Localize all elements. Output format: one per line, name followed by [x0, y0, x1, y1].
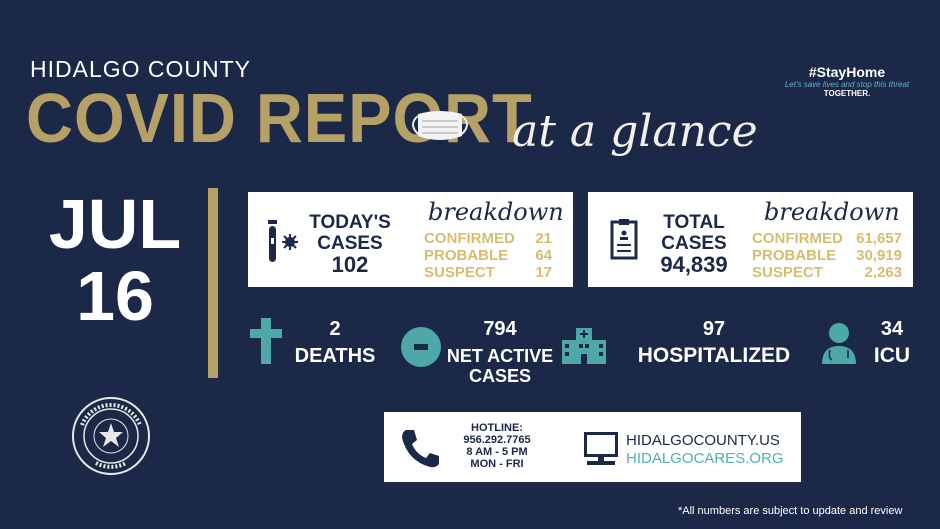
stayhome-tagline: Let's save lives and stop this threat: [784, 80, 910, 89]
active-label-2: CASES: [468, 366, 531, 386]
website-link[interactable]: HIDALGOCOUNTY.US: [626, 432, 780, 449]
cross-icon: [250, 318, 282, 364]
phone-icon: [402, 430, 439, 468]
todays-title-2: CASES: [317, 233, 383, 254]
row-value: 61,657: [856, 230, 902, 247]
breakdown-label: breakdown: [764, 198, 900, 226]
website-link-2[interactable]: HIDALGOCARES.ORG: [626, 450, 784, 467]
test-tube-virus-icon: [268, 220, 298, 262]
minus-circle-icon: [401, 327, 441, 367]
row-label: SUSPECT: [752, 264, 823, 281]
hotline-label: HOTLINE:: [471, 422, 523, 434]
breakdown-row: PROBABLE 64: [424, 247, 552, 264]
row-label: SUSPECT: [424, 264, 495, 281]
hotline-hours: 8 AM - 5 PM: [466, 446, 528, 458]
doctor-icon: [822, 323, 856, 364]
todays-cases-card: TODAY'S CASES 102 breakdown CONFIRMED 21 …: [248, 192, 573, 287]
row-value: 64: [535, 247, 552, 264]
row-value: 21: [535, 230, 552, 247]
row-label: CONFIRMED: [752, 230, 843, 247]
date-day: 16: [76, 257, 154, 335]
hotline-days: MON - FRI: [470, 458, 524, 470]
date-month: JUL: [48, 185, 182, 263]
breakdown-row: CONFIRMED 21: [424, 230, 552, 247]
active-label: NET ACTIVE: [446, 346, 554, 366]
row-label: PROBABLE: [424, 247, 509, 264]
stayhome-hashtag: #StayHome: [808, 64, 886, 80]
row-value: 30,919: [856, 247, 902, 264]
row-label: CONFIRMED: [424, 230, 515, 247]
clipboard-icon: [610, 219, 638, 260]
total-cases: 94,839: [660, 252, 728, 277]
active-value: 794: [483, 318, 517, 340]
websites: HIDALGOCOUNTY.US HIDALGOCARES.ORG: [626, 432, 784, 468]
report-subtitle: at a glance: [512, 106, 758, 157]
total-title-1: TOTAL: [663, 212, 725, 233]
icu-label: ICU: [873, 344, 911, 367]
icu-stat: 34 ICU: [864, 318, 920, 367]
face-mask-icon: [412, 111, 468, 140]
contact-card: HOTLINE: 956.292.7765 8 AM - 5 PM MON - …: [384, 412, 801, 482]
county-name: HIDALGO COUNTY: [30, 56, 252, 82]
hospital-icon: [562, 328, 606, 364]
hotline-phone[interactable]: 956.292.7765: [463, 434, 531, 446]
breakdown-row: CONFIRMED 61,657: [752, 230, 902, 247]
breakdown-row: PROBABLE 30,919: [752, 247, 902, 264]
icu-value: 34: [880, 318, 904, 340]
divider: [208, 188, 218, 378]
row-label: PROBABLE: [752, 247, 837, 264]
deaths-label: DEATHS: [294, 345, 376, 367]
report-date: JUL 16: [40, 188, 190, 332]
footnote: *All numbers are subject to update and r…: [678, 505, 903, 517]
todays-total: 102: [331, 252, 369, 277]
hotline-info: HOTLINE: 956.292.7765 8 AM - 5 PM MON - …: [442, 422, 552, 470]
breakdown-row: SUSPECT 17: [424, 264, 552, 281]
stayhome-together: TOGETHER.: [823, 89, 871, 98]
computer-icon: [584, 432, 618, 465]
todays-title-1: TODAY'S: [309, 212, 391, 233]
deaths-stat: 2 DEATHS: [290, 318, 380, 367]
stayhome-badge: #StayHome Let's save lives and stop this…: [772, 64, 922, 98]
hospitalized-value: 97: [702, 318, 726, 340]
row-value: 2,263: [864, 264, 902, 281]
active-cases-stat: 794 NET ACTIVE CASES: [440, 318, 560, 385]
hospitalized-label: HOSPITALIZED: [637, 344, 791, 367]
total-cases-card: TOTAL CASES 94,839 breakdown CONFIRMED 61…: [588, 192, 913, 287]
total-title-2: CASES: [661, 233, 727, 254]
breakdown-row: SUSPECT 2,263: [752, 264, 902, 281]
breakdown-label: breakdown: [428, 198, 564, 226]
hospitalized-stat: 97 HOSPITALIZED: [624, 318, 804, 367]
county-seal-logo: [72, 397, 150, 475]
deaths-value: 2: [329, 318, 341, 340]
row-value: 17: [535, 264, 552, 281]
